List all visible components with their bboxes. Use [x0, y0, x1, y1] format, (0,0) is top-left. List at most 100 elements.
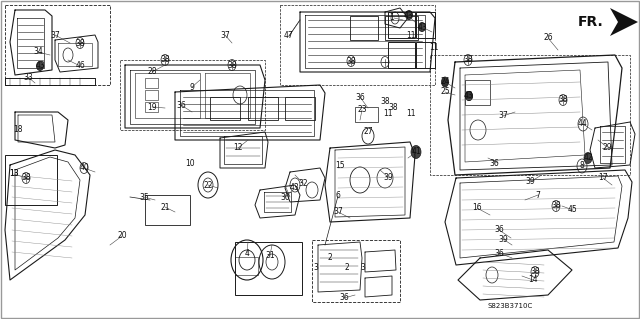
Text: 21: 21: [160, 203, 170, 211]
Text: 14: 14: [528, 276, 538, 285]
Bar: [120, 60, 265, 130]
Text: 10: 10: [185, 160, 195, 168]
Text: S823B3710C: S823B3710C: [488, 303, 533, 309]
Text: 45: 45: [568, 205, 578, 214]
Bar: [312, 240, 400, 302]
Ellipse shape: [406, 11, 413, 19]
Text: 11: 11: [406, 32, 416, 41]
Bar: [430, 55, 630, 175]
Text: 35: 35: [139, 192, 149, 202]
Ellipse shape: [419, 23, 426, 32]
Text: 37: 37: [220, 31, 230, 40]
Bar: [416, 12, 435, 38]
Bar: [145, 102, 158, 112]
Bar: [388, 12, 415, 38]
Text: 37: 37: [498, 112, 508, 121]
Text: 32: 32: [298, 179, 308, 188]
Bar: [355, 107, 378, 122]
Text: 27: 27: [363, 127, 373, 136]
Text: 2: 2: [328, 253, 332, 262]
Ellipse shape: [411, 145, 421, 159]
Text: 7: 7: [536, 190, 540, 199]
Text: 38: 38: [530, 268, 540, 277]
Text: 38: 38: [160, 56, 170, 64]
Text: 37: 37: [50, 31, 60, 40]
Text: 38: 38: [388, 102, 398, 112]
Text: 40: 40: [79, 164, 89, 173]
Text: 13: 13: [9, 169, 19, 179]
Text: 38: 38: [380, 98, 390, 107]
Text: 38: 38: [75, 39, 85, 48]
Text: 18: 18: [13, 125, 23, 135]
Text: 43: 43: [464, 92, 474, 100]
Text: 30: 30: [280, 192, 290, 202]
Text: 46: 46: [75, 62, 85, 70]
Text: 4: 4: [244, 249, 250, 257]
Text: 43: 43: [404, 11, 414, 19]
Bar: [416, 42, 435, 68]
Text: 9: 9: [189, 83, 195, 92]
Text: 39: 39: [525, 177, 535, 187]
Text: 24: 24: [440, 78, 450, 86]
Text: 28: 28: [147, 68, 157, 77]
Text: 41: 41: [411, 147, 421, 157]
Text: 44: 44: [578, 120, 588, 129]
Text: 17: 17: [598, 174, 608, 182]
Text: 38: 38: [463, 56, 473, 64]
Text: 1: 1: [390, 13, 394, 23]
Text: 37: 37: [333, 207, 343, 217]
Text: 33: 33: [23, 72, 33, 81]
Text: 34: 34: [33, 48, 43, 56]
Text: FR.: FR.: [578, 15, 604, 29]
Text: 39: 39: [383, 173, 393, 182]
Text: 36: 36: [494, 226, 504, 234]
Text: 11: 11: [406, 108, 416, 117]
Text: 43: 43: [417, 23, 427, 32]
Ellipse shape: [442, 77, 449, 87]
Text: 42: 42: [583, 153, 593, 162]
Text: 3: 3: [314, 263, 319, 272]
Bar: [350, 16, 378, 40]
Text: 2: 2: [344, 263, 349, 272]
Text: 20: 20: [117, 232, 127, 241]
Text: 29: 29: [602, 143, 612, 152]
Text: 25: 25: [440, 87, 450, 97]
Bar: [385, 16, 418, 40]
Bar: [235, 242, 302, 295]
Text: 43: 43: [35, 62, 45, 70]
Text: 16: 16: [472, 204, 482, 212]
Ellipse shape: [465, 92, 472, 100]
Text: 23: 23: [357, 106, 367, 115]
Text: 11: 11: [383, 108, 393, 117]
Text: 36: 36: [176, 100, 186, 109]
Text: 36: 36: [339, 293, 349, 302]
Text: 22: 22: [204, 181, 212, 189]
Bar: [248, 97, 278, 120]
Text: 11: 11: [429, 43, 439, 53]
Text: 36: 36: [494, 249, 504, 257]
Polygon shape: [610, 8, 638, 36]
Bar: [285, 97, 315, 120]
Ellipse shape: [36, 62, 44, 70]
Ellipse shape: [465, 92, 472, 100]
Text: 13: 13: [9, 169, 19, 179]
Text: 12: 12: [233, 144, 243, 152]
Text: 19: 19: [147, 102, 157, 112]
Text: 3: 3: [360, 263, 365, 272]
Ellipse shape: [584, 152, 592, 164]
Text: 26: 26: [543, 33, 553, 42]
Bar: [145, 195, 190, 225]
Bar: [145, 90, 158, 100]
Text: 43: 43: [289, 183, 299, 192]
Text: 36: 36: [489, 159, 499, 167]
Text: 36: 36: [355, 93, 365, 101]
Text: 15: 15: [335, 160, 345, 169]
Bar: [465, 80, 490, 105]
Text: 38: 38: [346, 56, 356, 65]
Bar: [5, 155, 57, 205]
Text: 6: 6: [335, 191, 340, 201]
Text: 39: 39: [498, 234, 508, 243]
Text: 38: 38: [558, 95, 568, 105]
Bar: [145, 78, 158, 88]
Text: 47: 47: [284, 32, 294, 41]
